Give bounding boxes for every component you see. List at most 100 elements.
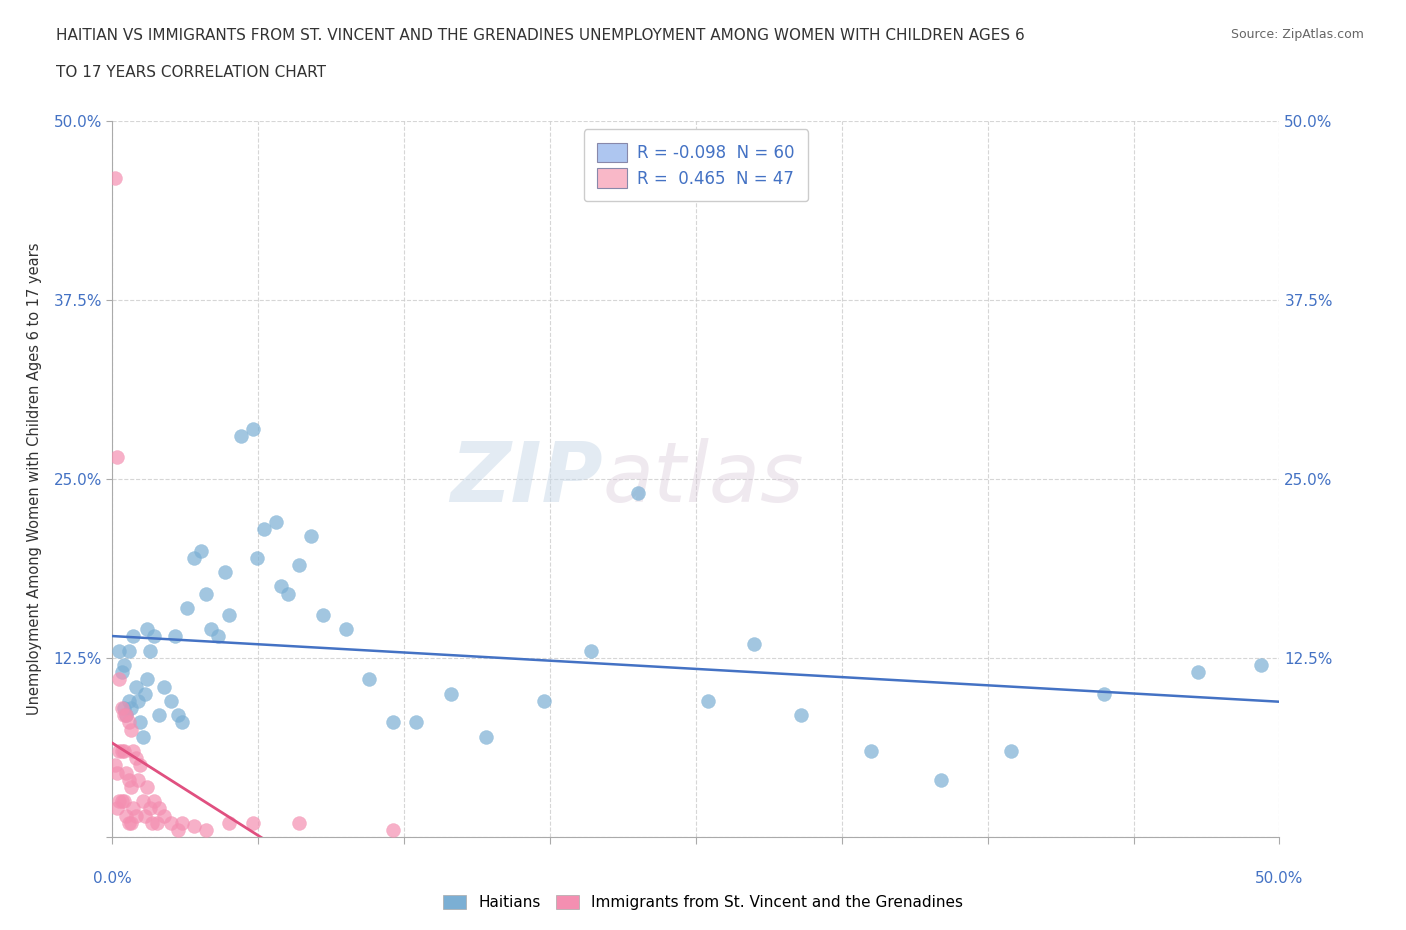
Point xyxy=(579,644,602,658)
Point xyxy=(627,485,650,500)
Legend: Haitians, Immigrants from St. Vincent and the Grenadines: Haitians, Immigrants from St. Vincent an… xyxy=(436,887,970,918)
Point xyxy=(108,794,131,809)
Point xyxy=(270,578,292,594)
Point xyxy=(194,586,217,601)
Point xyxy=(744,636,766,651)
Point xyxy=(218,816,240,830)
Point xyxy=(246,551,269,565)
Point xyxy=(148,801,170,816)
Text: 50.0%: 50.0% xyxy=(1256,871,1303,886)
Text: atlas: atlas xyxy=(603,438,804,520)
Point xyxy=(190,543,212,558)
Text: TO 17 YEARS CORRELATION CHART: TO 17 YEARS CORRELATION CHART xyxy=(56,65,326,80)
Point xyxy=(105,801,128,816)
Text: HAITIAN VS IMMIGRANTS FROM ST. VINCENT AND THE GRENADINES UNEMPLOYMENT AMONG WOM: HAITIAN VS IMMIGRANTS FROM ST. VINCENT A… xyxy=(56,28,1025,43)
Point xyxy=(1250,658,1272,672)
Point xyxy=(218,607,240,622)
Point xyxy=(153,679,176,694)
Point xyxy=(118,816,141,830)
Point xyxy=(111,794,134,809)
Point xyxy=(311,607,333,622)
Point xyxy=(143,794,166,809)
Point xyxy=(1187,665,1209,680)
Point xyxy=(440,686,463,701)
Point xyxy=(127,772,149,787)
Point xyxy=(108,644,131,658)
Point xyxy=(696,694,718,709)
Point xyxy=(475,729,498,744)
Point xyxy=(148,708,170,723)
Point xyxy=(153,808,176,823)
Point xyxy=(264,514,287,529)
Point xyxy=(405,715,427,730)
Point xyxy=(122,801,145,816)
Point xyxy=(166,708,188,723)
Point xyxy=(112,794,135,809)
Point xyxy=(176,601,198,616)
Point xyxy=(146,816,169,830)
Point xyxy=(112,744,135,759)
Point xyxy=(134,808,156,823)
Point xyxy=(129,758,152,773)
Point xyxy=(860,744,883,759)
Point xyxy=(200,622,222,637)
Point xyxy=(143,629,166,644)
Point xyxy=(136,779,159,794)
Text: 0.0%: 0.0% xyxy=(93,871,132,886)
Point xyxy=(136,622,159,637)
Point xyxy=(111,665,134,680)
Point xyxy=(139,644,162,658)
Point xyxy=(165,629,187,644)
Point xyxy=(125,679,148,694)
Point xyxy=(120,816,142,830)
Point xyxy=(120,700,142,715)
Point xyxy=(381,715,404,730)
Point xyxy=(129,715,152,730)
Text: Source: ZipAtlas.com: Source: ZipAtlas.com xyxy=(1230,28,1364,41)
Text: ZIP: ZIP xyxy=(450,438,603,520)
Point xyxy=(359,672,381,687)
Point xyxy=(108,672,131,687)
Point xyxy=(122,629,145,644)
Point xyxy=(134,686,156,701)
Point xyxy=(111,700,134,715)
Point xyxy=(929,772,952,787)
Point xyxy=(183,818,205,833)
Point xyxy=(112,708,135,723)
Point xyxy=(108,744,131,759)
Point xyxy=(242,421,264,436)
Point xyxy=(118,644,141,658)
Point xyxy=(105,765,128,780)
Point xyxy=(288,816,311,830)
Point xyxy=(229,429,252,444)
Point xyxy=(127,694,149,709)
Point xyxy=(1094,686,1116,701)
Point xyxy=(381,822,404,837)
Point xyxy=(299,529,322,544)
Point xyxy=(122,744,145,759)
Point xyxy=(115,708,138,723)
Point xyxy=(120,722,142,737)
Point xyxy=(118,694,141,709)
Point xyxy=(115,765,138,780)
Y-axis label: Unemployment Among Women with Children Ages 6 to 17 years: Unemployment Among Women with Children A… xyxy=(28,243,42,715)
Point xyxy=(141,816,163,830)
Point xyxy=(111,744,134,759)
Point xyxy=(1000,744,1022,759)
Point xyxy=(183,551,205,565)
Point xyxy=(118,772,141,787)
Point xyxy=(533,694,555,709)
Point xyxy=(118,715,141,730)
Point xyxy=(136,672,159,687)
Point xyxy=(125,751,148,765)
Point xyxy=(125,808,148,823)
Point xyxy=(112,700,135,715)
Point xyxy=(276,586,298,601)
Point xyxy=(160,816,183,830)
Point xyxy=(132,729,155,744)
Point xyxy=(105,450,128,465)
Point xyxy=(132,794,155,809)
Point xyxy=(104,171,127,186)
Point xyxy=(194,822,217,837)
Point xyxy=(242,816,264,830)
